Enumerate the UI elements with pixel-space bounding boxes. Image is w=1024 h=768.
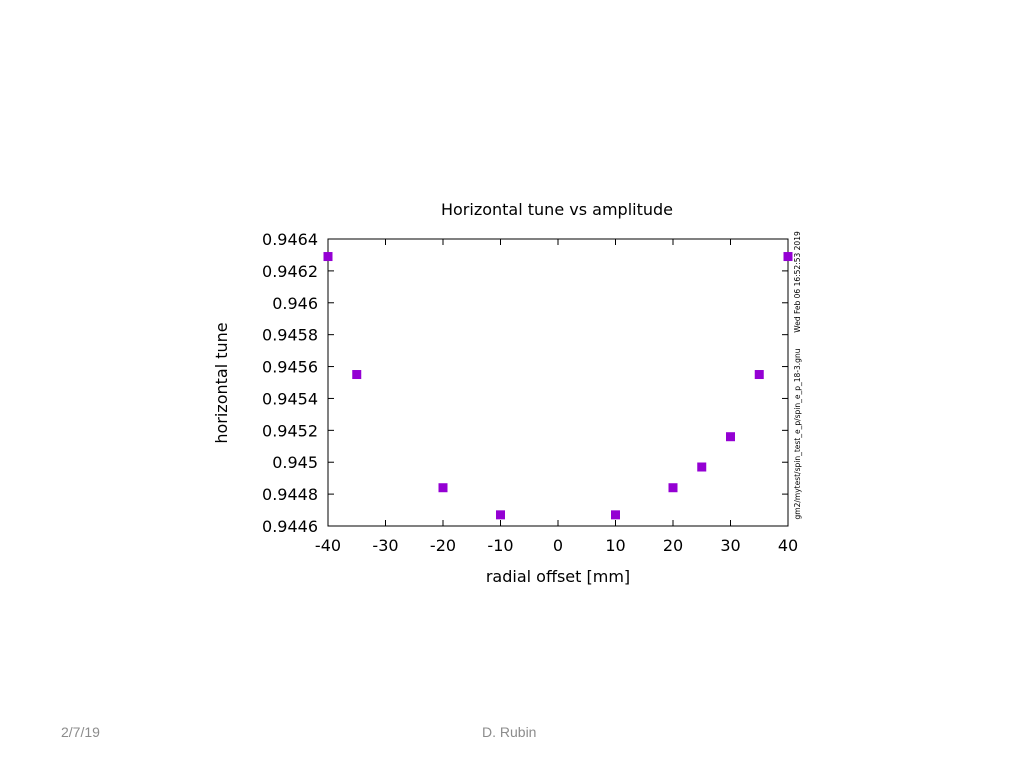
timestamp-label: Wed Feb 06 16:52:53 2019 [793,231,802,333]
x-tick-label: -20 [430,536,456,555]
data-point [611,510,620,520]
x-tick-label: 0 [553,536,563,555]
data-point [726,432,735,442]
data-point [697,462,707,472]
data-point [783,252,793,262]
y-tick-label: 0.9448 [262,485,318,504]
x-tick-label: 40 [778,536,798,555]
chart-title: Horizontal tune vs amplitude [441,200,673,219]
y-tick-label: 0.9452 [262,421,318,440]
x-tick-label: -30 [372,536,398,555]
x-tick-label: 30 [720,536,740,555]
y-tick-label: 0.9454 [262,389,318,408]
data-point [352,370,362,380]
footer-author: D. Rubin [482,724,537,740]
y-tick-label: 0.9462 [262,262,318,281]
data-points [323,252,793,520]
x-axis-label: radial offset [mm] [486,567,630,586]
y-tick-label: 0.9458 [262,326,318,345]
x-tick-label: 20 [663,536,683,555]
y-tick-label: 0.945 [272,453,318,472]
footer-date: 2/7/19 [61,724,100,740]
data-point [438,483,448,493]
x-tick-label: -40 [315,536,341,555]
y-tick-label: 0.9456 [262,358,318,377]
data-point [754,370,764,380]
y-tick-label: 0.9446 [262,517,318,536]
y-axis-label: horizontal tune [212,322,231,443]
data-point [668,483,678,493]
plot-frame [327,238,789,527]
axis-ticks: -40 -30 -20 -10 0 10 20 30 40 0.9446 0.9448 0.945 0.… [262,230,798,555]
script-path-label: gm2/mytest/spin_test_e_p/spin_e_p_18-3.g… [793,348,802,519]
data-point [323,252,333,262]
x-tick-label: -10 [487,536,513,555]
y-tick-label: 0.9464 [262,230,318,249]
data-point [496,510,505,520]
x-tick-label: 10 [605,536,625,555]
y-tick-label: 0.946 [272,294,318,313]
